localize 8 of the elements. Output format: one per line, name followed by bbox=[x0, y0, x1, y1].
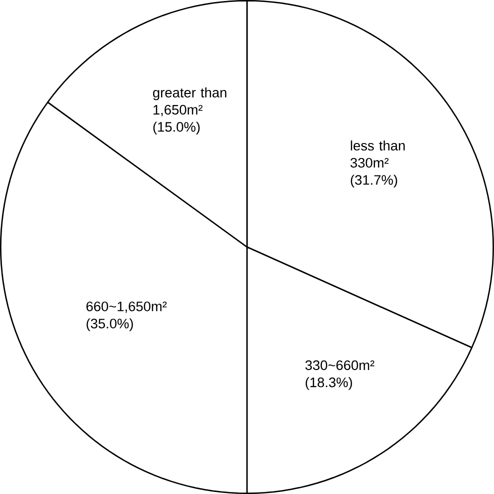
data-label: (15.0%) bbox=[153, 122, 200, 134]
slice-label: 330~660m² bbox=[305, 360, 374, 370]
slice-label: greater than 1,650m² bbox=[153, 87, 226, 116]
slice-label: less than 330m² bbox=[350, 140, 405, 168]
data-label: (35.0%) bbox=[86, 318, 133, 332]
slice-label: 660~1,650m² bbox=[86, 302, 167, 313]
data-label: (18.3%) bbox=[306, 377, 352, 390]
data-label: (31.7%) bbox=[350, 174, 398, 188]
